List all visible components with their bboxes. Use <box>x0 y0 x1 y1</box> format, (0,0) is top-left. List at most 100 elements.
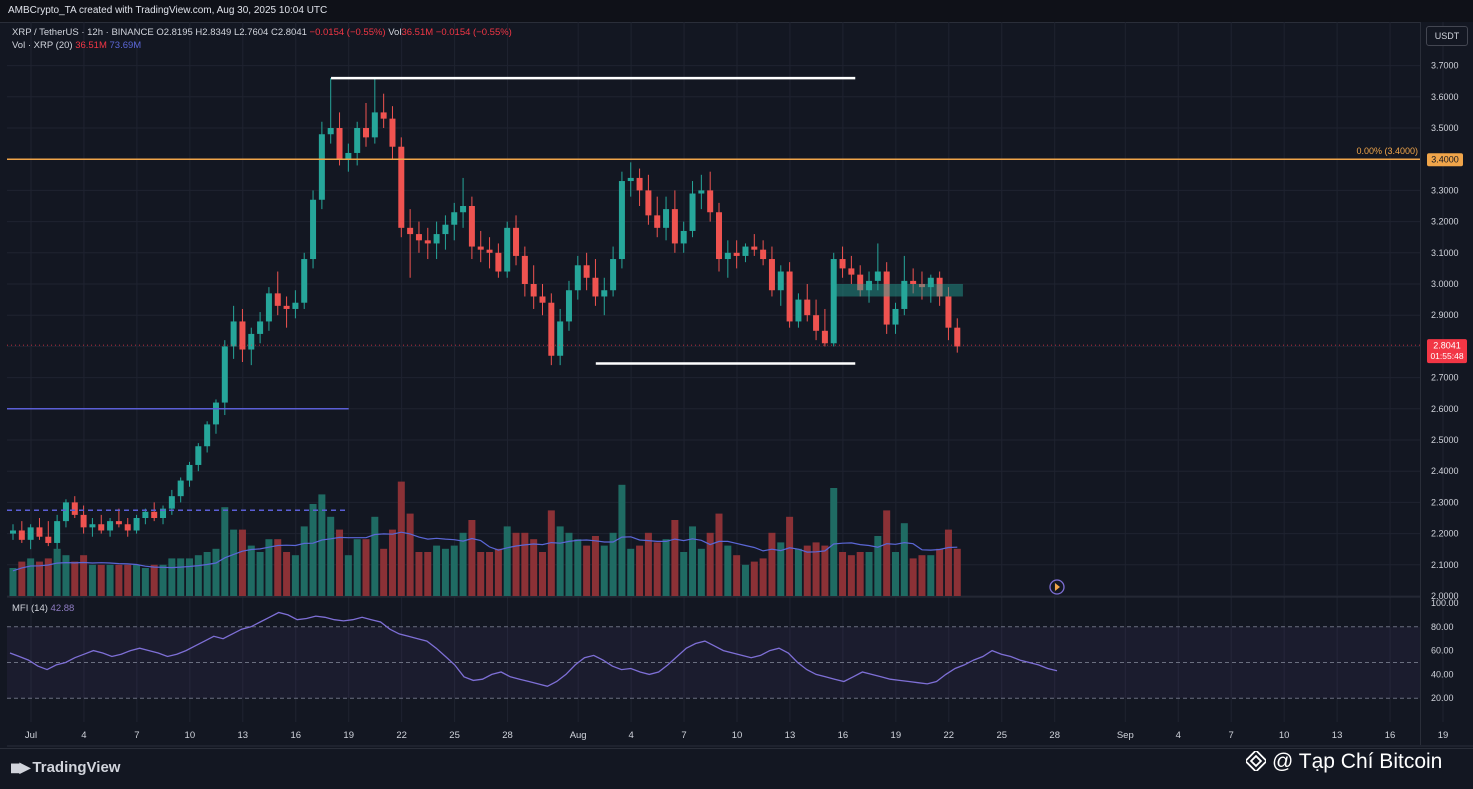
volume-bar <box>591 536 599 596</box>
candle-body <box>857 274 864 291</box>
volume-bar <box>415 552 423 596</box>
volume-bar <box>80 555 88 596</box>
candle-body <box>54 521 61 543</box>
fib-price-badge <box>1427 153 1463 167</box>
mfi-line <box>9 611 1058 687</box>
volume-bar <box>106 564 114 596</box>
time-tick-label: 4 <box>81 730 86 741</box>
time-tick-label: 7 <box>134 730 139 741</box>
candle-body <box>142 511 149 518</box>
candle-body <box>583 265 590 278</box>
price-tick-label: 3.2000 <box>1431 217 1459 227</box>
candle-body <box>504 227 511 272</box>
volume-bar <box>521 532 529 596</box>
candle-body <box>398 146 405 228</box>
candle-body <box>301 259 308 303</box>
candle-body <box>539 296 546 303</box>
volume-bar <box>300 526 308 596</box>
candle-body <box>910 280 917 284</box>
candle-body <box>115 521 122 525</box>
candle-body <box>177 480 184 497</box>
candle-body <box>742 246 749 256</box>
ohlc-close: C2.8041 <box>270 27 307 38</box>
watermark: @ Tạp Chí Bitcoin <box>1246 750 1442 774</box>
volume-bar <box>768 532 776 596</box>
candle-body <box>133 518 140 531</box>
volume-bar <box>556 526 564 596</box>
mfi-tick-label: 20.00 <box>1431 693 1454 703</box>
volume-bar <box>741 564 749 596</box>
volume-bar <box>565 532 573 596</box>
candle-body <box>848 268 855 275</box>
candle-body <box>945 296 952 328</box>
volume-bar <box>406 513 414 596</box>
volume-bar <box>194 555 202 596</box>
price-tick-label: 3.6000 <box>1431 92 1459 102</box>
candle-body <box>874 271 881 281</box>
volume-bar <box>944 529 952 596</box>
volume-bar <box>653 542 661 596</box>
volume-bar <box>539 552 546 596</box>
candle-body <box>689 193 696 231</box>
mfi-value: 42.88 <box>50 603 75 614</box>
volume-bar <box>706 532 714 596</box>
currency-button[interactable]: USDT <box>1426 26 1468 46</box>
candle-body <box>918 284 925 288</box>
volume-bar <box>433 545 441 596</box>
volume-bar <box>283 552 291 596</box>
time-tick-label: 28 <box>1049 730 1060 741</box>
candle-body <box>866 280 873 291</box>
candle-body <box>424 240 431 244</box>
candle-body <box>336 128 343 160</box>
volume-bar <box>759 558 767 596</box>
candle-body <box>521 255 528 284</box>
time-tick-label: 13 <box>238 730 249 741</box>
candle-body <box>654 215 661 228</box>
volume-bar <box>583 545 591 596</box>
volume-bar <box>230 529 238 596</box>
volume-bar <box>159 564 167 596</box>
vol-ma-label[interactable]: Vol · XRP (20) <box>12 40 73 51</box>
candle-body <box>557 321 564 356</box>
time-tick-label: 7 <box>681 730 686 741</box>
candle-body <box>292 302 299 309</box>
volume-bar <box>371 516 379 596</box>
candle-body <box>151 511 158 518</box>
replay-icon[interactable] <box>1049 579 1065 595</box>
candle-body <box>892 308 899 325</box>
tradingview-logo[interactable]: ◼▶ TradingView <box>10 759 120 776</box>
candle-body <box>415 234 422 241</box>
price-axis-column[interactable] <box>1420 22 1473 745</box>
fib-price-badge-text: 3.4000 <box>1431 155 1459 165</box>
candle-body <box>883 271 890 325</box>
volume-bar <box>35 561 43 596</box>
replay-icon-circle <box>1049 579 1065 595</box>
candle-body <box>345 152 352 160</box>
price-tick-label: 2.7000 <box>1431 373 1459 383</box>
mfi-label[interactable]: MFI (14) <box>12 603 48 614</box>
volume-bar <box>212 548 220 596</box>
ohlc-change: −0.0154 (−0.55%) <box>309 27 386 38</box>
price-tick-label: 3.0000 <box>1431 279 1459 289</box>
candle-body <box>830 259 837 344</box>
volume-bar <box>441 548 449 596</box>
mfi-tick-label: 60.00 <box>1431 646 1454 656</box>
time-tick-label: 25 <box>449 730 460 741</box>
volume-bar <box>794 548 802 596</box>
volume-bar <box>397 481 405 596</box>
volume-bar <box>309 504 317 596</box>
volume-bar <box>689 526 697 596</box>
volume-bar <box>256 552 264 596</box>
volume-bar <box>503 526 511 596</box>
volume-bar <box>627 548 635 596</box>
volume-bar <box>327 516 335 596</box>
price-tick-label: 3.3000 <box>1431 185 1459 195</box>
symbol-label[interactable]: XRP / TetherUS · 12h · BINANCE <box>12 27 154 38</box>
vol-ma-value-2: 73.69M <box>109 40 142 51</box>
time-tick-label: 10 <box>732 730 743 741</box>
candle-body <box>274 293 281 306</box>
volume-bar <box>124 564 132 596</box>
candle-body <box>680 230 687 244</box>
candle-body <box>671 209 678 244</box>
